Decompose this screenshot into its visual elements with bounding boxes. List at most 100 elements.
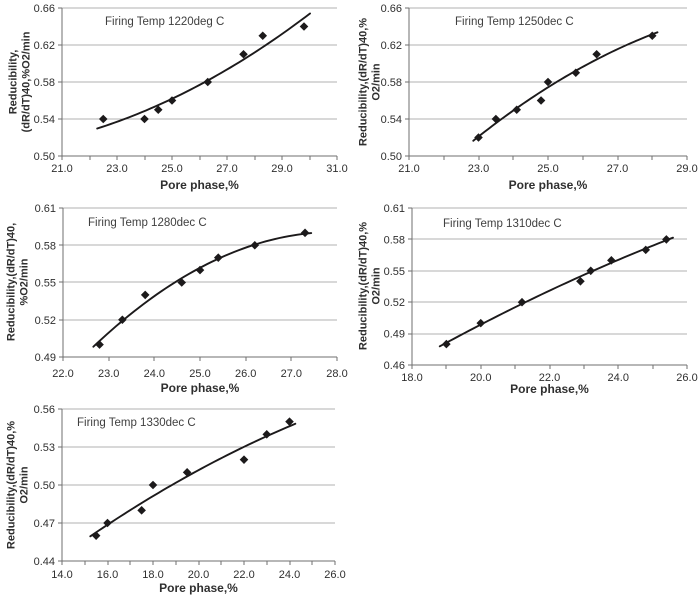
y-axis-title-line2: O2/min <box>18 466 30 504</box>
y-axis-title-line2: O2/min <box>370 267 382 305</box>
y-tick-label: 0.62 <box>381 40 402 52</box>
data-point-marker <box>474 133 483 142</box>
chart-title: Firing Temp 1330dec C <box>77 417 196 429</box>
y-axis-title-line1: Reducibility,(dR/dT)40,% <box>5 420 18 550</box>
y-tick-label: 0.56 <box>34 404 55 416</box>
y-axis-title: Reducibility, (dR/dT)40,%O2/min <box>8 32 33 133</box>
x-tick-label: 26.0 <box>676 372 697 384</box>
axes <box>58 408 336 565</box>
x-tick-label: 16.0 <box>97 569 118 581</box>
data-point-marker <box>137 506 146 515</box>
data-point-marker <box>647 31 657 41</box>
plot-area-1330: 0.44 0.47 0.50 0.53 0.56 14.0 16.0 18.0 20.0 22.0… <box>34 404 346 581</box>
y-tick-label: 0.49 <box>384 329 405 341</box>
y-tick-label: 0.54 <box>34 114 55 126</box>
x-tick-label: 23.0 <box>468 163 489 175</box>
x-tick-label: 18.0 <box>401 372 422 384</box>
chart-cell-1250: 0.50 0.54 0.58 0.62 0.66 21.0 23.0 25.0 27.0 29.0… <box>350 0 700 196</box>
data-points <box>91 417 294 540</box>
data-point-marker <box>140 114 149 124</box>
chart-cell-1220: 0.50 0.54 0.58 0.62 0.66 21.0 23.0 25.0 27.0 29.0… <box>0 0 350 196</box>
x-tick-label: 27.0 <box>281 368 302 380</box>
data-point-marker <box>491 114 501 124</box>
data-points <box>95 228 310 349</box>
data-point-marker <box>299 22 309 31</box>
x-tick-label: 31.0 <box>326 163 347 175</box>
chart-cell-1310: 0.46 0.49 0.52 0.55 0.58 0.61 18.0 20.0 22.0 24.0… <box>350 196 700 396</box>
x-tick-label: 25.0 <box>537 163 558 175</box>
x-tick-label: 25.0 <box>189 368 210 380</box>
x-tick-label: 20.0 <box>470 372 491 384</box>
chart-title: Firing Temp 1310dec C <box>443 218 562 230</box>
data-point-marker <box>95 340 104 349</box>
data-point-marker <box>153 105 163 115</box>
x-axis-title: Pore phase,% <box>510 382 589 396</box>
y-tick-label: 0.54 <box>381 114 402 126</box>
x-tick-label: 21.0 <box>398 163 419 175</box>
x-tick-label: 22.0 <box>233 569 254 581</box>
y-tick-label: 0.52 <box>35 315 56 327</box>
x-tick-label: 27.0 <box>607 163 628 175</box>
x-axis-title: Pore phase,% <box>508 178 588 192</box>
y-axis-title-line2: (dR/dT)40,%O2/min <box>20 31 32 133</box>
y-tick-label: 0.44 <box>34 556 55 568</box>
gridlines <box>412 207 687 335</box>
tick-labels: 0.44 0.47 0.50 0.53 0.56 14.0 16.0 18.0 20.0 22.0… <box>34 404 346 581</box>
tick-labels: 0.50 0.54 0.58 0.62 0.66 21.0 23.0 25.0 27.0 29.0… <box>34 3 348 175</box>
x-tick-label: 25.0 <box>161 163 182 175</box>
data-point-marker <box>140 290 150 300</box>
axes <box>408 207 688 369</box>
trend-line <box>89 422 297 538</box>
x-tick-label: 27.0 <box>216 163 237 175</box>
x-tick-label: 24.0 <box>608 372 629 384</box>
x-axis-title: Pore phase,% <box>160 381 240 395</box>
x-axis-title: Pore phase,% <box>159 581 238 595</box>
y-tick-label: 0.62 <box>34 40 55 52</box>
data-point-marker <box>118 315 127 325</box>
plot-area-1220: 0.50 0.54 0.58 0.62 0.66 21.0 23.0 25.0 27.0 29.0… <box>34 3 348 175</box>
chart-title: Firing Temp 1250dec C <box>455 16 574 28</box>
data-point-marker <box>177 278 187 287</box>
x-tick-label: 20.0 <box>188 569 209 581</box>
data-point-marker <box>239 455 249 464</box>
y-axis-title: Reducibility,(dR/dT)40,% O2/min <box>358 18 383 146</box>
x-tick-label: 22.0 <box>539 372 560 384</box>
y-tick-label: 0.50 <box>34 151 55 163</box>
data-point-marker <box>258 31 268 41</box>
y-tick-label: 0.61 <box>384 203 405 215</box>
y-tick-label: 0.61 <box>35 203 56 215</box>
y-tick-label: 0.58 <box>384 234 405 246</box>
y-tick-label: 0.66 <box>34 3 55 15</box>
data-point-marker <box>512 105 522 115</box>
axes <box>405 7 688 160</box>
x-tick-label: 23.0 <box>98 368 119 380</box>
gridlines <box>63 207 337 321</box>
x-tick-label: 23.0 <box>106 163 127 175</box>
axes <box>58 7 338 160</box>
x-tick-label: 18.0 <box>142 569 163 581</box>
chart-cell-1280: 0.49 0.52 0.55 0.58 0.61 22.0 23.0 24.0 25.0 26.0… <box>0 196 350 395</box>
data-point-marker <box>442 339 451 349</box>
data-point-marker <box>300 228 310 238</box>
x-tick-label: 26.0 <box>235 368 256 380</box>
y-tick-label: 0.53 <box>34 442 55 454</box>
data-points <box>474 31 657 142</box>
y-tick-label: 0.50 <box>34 480 55 492</box>
tick-labels: 0.50 0.54 0.58 0.62 0.66 21.0 23.0 25.0 27.0 29.0 <box>381 3 698 175</box>
plot-area-1310: 0.46 0.49 0.52 0.55 0.58 0.61 18.0 20.0 22.0 24.0… <box>384 203 698 384</box>
data-points <box>98 22 309 124</box>
y-axis-title-line2: O2/min <box>370 63 382 101</box>
y-axis-title-line2: %O2/min <box>18 258 30 306</box>
y-tick-label: 0.49 <box>35 352 56 364</box>
data-point-marker <box>536 96 546 105</box>
data-point-marker <box>98 114 108 124</box>
gridlines <box>62 7 337 120</box>
data-point-marker <box>250 240 260 250</box>
trend-line <box>92 232 313 348</box>
data-point-marker <box>571 68 581 78</box>
data-point-marker <box>203 77 213 87</box>
x-tick-label: 28.0 <box>326 368 347 380</box>
x-tick-label: 22.0 <box>52 368 73 380</box>
x-tick-label: 29.0 <box>271 163 292 175</box>
